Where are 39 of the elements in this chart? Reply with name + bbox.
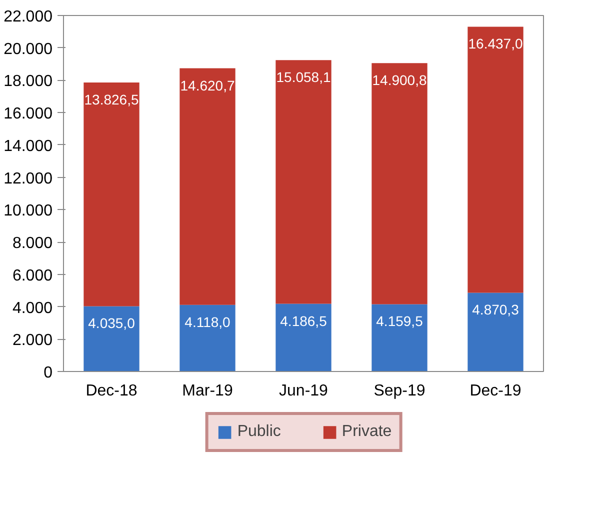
y-tick-label: 12.000 [4, 170, 53, 188]
y-tick-label: 14.000 [4, 138, 53, 155]
bar [84, 82, 140, 306]
bar [372, 304, 428, 372]
bar [276, 60, 332, 304]
data-label: 4.186,5 [280, 312, 328, 329]
bar [180, 68, 236, 305]
y-tick-label: 20.000 [4, 40, 53, 58]
bar [180, 304, 236, 372]
legend-label: Public [237, 423, 281, 441]
legend-label: Private [342, 423, 392, 441]
y-tick-label: 0 [44, 364, 53, 382]
data-label: 4.870,3 [472, 302, 520, 318]
y-tick-label: 10.000 [4, 202, 53, 220]
data-label: 4.035,0 [88, 315, 136, 332]
y-tick-label: 8.000 [12, 235, 53, 252]
bar [84, 306, 140, 372]
y-tick-label: 22.000 [4, 8, 53, 26]
data-label: 16.437,0 [468, 36, 523, 52]
x-tick-label: Dec-18 [86, 382, 138, 400]
bar [468, 26, 524, 293]
y-tick-label: 6.000 [12, 267, 53, 284]
y-tick-label: 16.000 [4, 106, 53, 123]
y-tick-label: 2.000 [12, 332, 53, 350]
data-label: 14.620,7 [180, 77, 235, 94]
data-label: 14.900,8 [372, 72, 427, 88]
x-tick-label: Mar-19 [182, 382, 233, 400]
data-label: 4.159,5 [376, 313, 424, 330]
data-label: 4.118,0 [184, 314, 231, 330]
data-label: 13.826,5 [84, 91, 139, 108]
data-label: 15.058,1 [276, 69, 331, 86]
y-tick-label: 18.000 [4, 73, 53, 90]
x-tick-label: Dec-19 [470, 382, 522, 400]
bar [276, 304, 332, 372]
bar [372, 63, 428, 304]
x-tick-label: Sep-19 [374, 382, 426, 400]
x-tick-label: Jun-19 [279, 382, 328, 400]
bar [468, 292, 524, 372]
y-tick-label: 4.000 [12, 300, 53, 317]
